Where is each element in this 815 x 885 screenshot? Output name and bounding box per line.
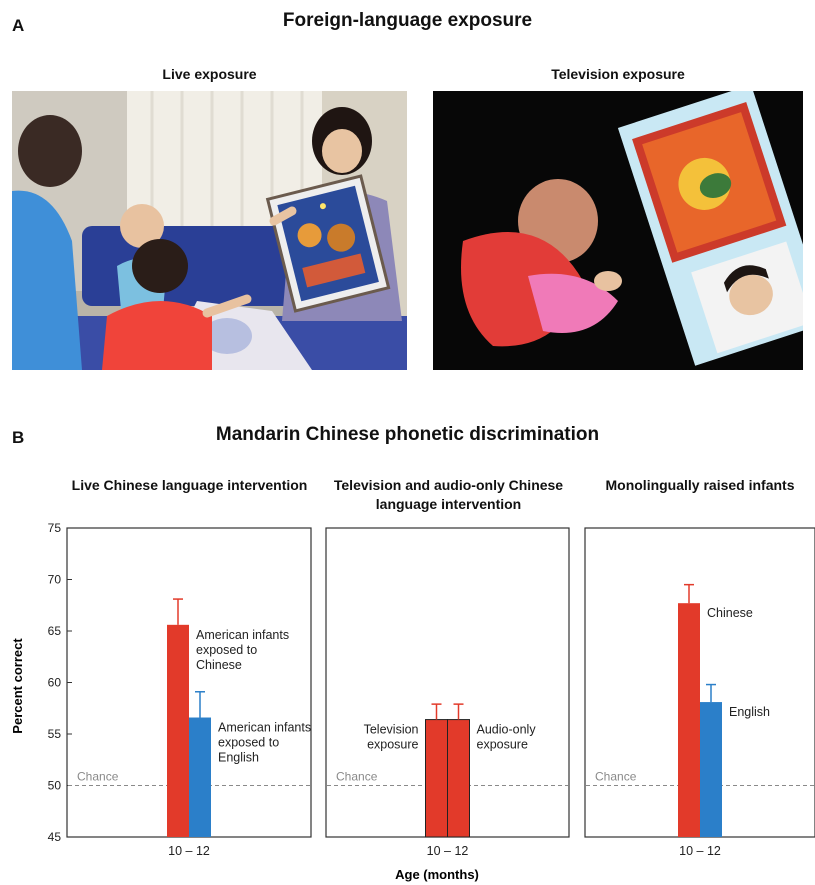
y-tick-label-65: 65 [48,624,62,638]
photo-tv-caption: Television exposure [551,66,685,82]
panel-a-letter: A [12,16,25,35]
y-axis-label: Percent correct [10,638,25,734]
photo-live-caption: Live exposure [162,66,257,82]
chart-3-chance-label: Chance [595,770,637,784]
chart-2-bar-1 [425,719,448,838]
chart-2-series-label-1: Television exposure [364,723,419,752]
y-tick-label-75: 75 [48,521,62,535]
y-tick-label-55: 55 [48,727,62,741]
chart-1-bar-2 [189,717,211,837]
y-tick-label-45: 45 [48,830,62,844]
chart-1-chance-label: Chance [77,770,119,784]
chart-3-title: Monolingually raised infants [605,477,795,493]
chart-2-bar-2 [447,719,470,838]
panel-b-letter: B [12,428,25,447]
chart-3-bar-1 [678,603,700,837]
chart-1-title: Live Chinese language intervention [71,477,308,493]
chart-3-series-label-1: Chinese [707,606,753,620]
chart-1-series-label-1: American infants exposed to Chinese [196,628,289,672]
x-axis-label: Age (months) [395,867,479,882]
chart-3-bar-2 [700,702,722,837]
y-tick-label-50: 50 [48,779,62,793]
panel-a-title: Foreign-language exposure [282,10,533,31]
y-tick-label-70: 70 [48,573,62,587]
y-tick-label-60: 60 [48,676,62,690]
chart-2-chance-label: Chance [336,770,378,784]
chart-2-category-label: 10 – 12 [427,844,469,858]
chart-1-series-label-2: American infants exposed to English [218,721,311,765]
chart-2-series-label-2: Audio-only exposure [477,723,537,752]
television-exposure-photo [433,91,803,370]
chart-3-series-label-2: English [729,705,770,719]
chart-1-bar-1 [167,624,189,837]
panel-b-title: Mandarin Chinese phonetic discrimination [215,424,600,445]
chart-3-category-label: 10 – 12 [679,844,721,858]
chart-2-title: Television and audio-only Chinese langua… [333,477,564,512]
live-exposure-photo [12,91,407,370]
chart-1-category-label: 10 – 12 [168,844,210,858]
